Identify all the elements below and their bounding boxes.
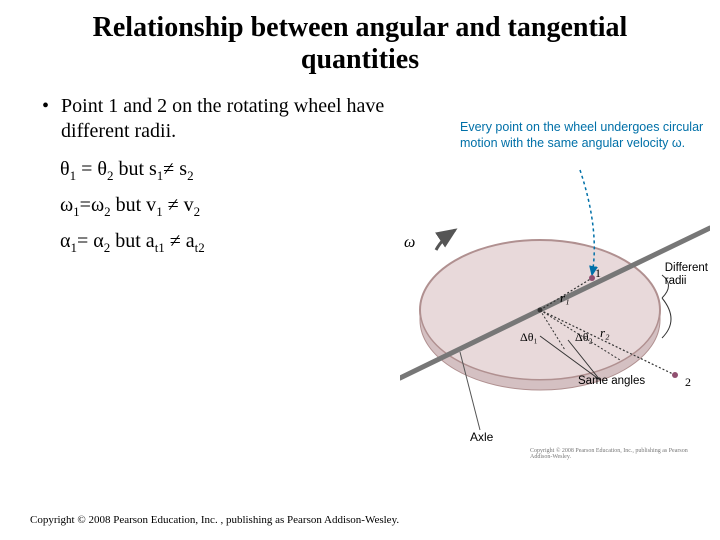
- axle-label: Axle: [470, 430, 493, 444]
- bullet-marker: •: [42, 94, 49, 144]
- eq-part: ≠ v: [163, 194, 194, 216]
- equation-theta: θ1 = θ2 but s1≠ s2: [60, 158, 410, 184]
- page-title: Relationship between angular and tangent…: [0, 0, 720, 76]
- eq-sub: 2: [187, 168, 194, 183]
- r2-label: r₂: [600, 325, 610, 341]
- delta-theta-1-label: Δθ₁: [520, 330, 538, 345]
- eq-sub: t2: [195, 240, 205, 255]
- r1-label: r₁: [560, 290, 570, 306]
- eq-part: ≠ a: [165, 230, 195, 252]
- bullet-text: Point 1 and 2 on the rotating wheel have…: [61, 94, 410, 144]
- eq-part: =ω: [80, 194, 104, 216]
- same-angles-label: Same angles: [578, 375, 645, 387]
- eq-part: = θ: [76, 158, 107, 180]
- eq-sym: α: [60, 230, 70, 252]
- wheel-diagram: Every point on the wheel undergoes circu…: [400, 120, 710, 480]
- eq-part: but s: [113, 158, 156, 180]
- different-radii-label: Different radii: [665, 262, 708, 287]
- figure-copyright: Copyright © 2008 Pearson Education, Inc.…: [530, 448, 710, 460]
- eq-part: = α: [77, 230, 104, 252]
- bullet-item: • Point 1 and 2 on the rotating wheel ha…: [30, 94, 410, 144]
- eq-sub: t1: [155, 240, 165, 255]
- eq-sym: ω: [60, 194, 73, 216]
- delta-theta-2-label: Δθ₂: [575, 330, 593, 345]
- point-1-label: 1: [595, 266, 601, 281]
- eq-part: ≠ s: [163, 158, 187, 180]
- eq-sub: 2: [194, 204, 201, 219]
- equation-omega: ω1=ω2 but v1 ≠ v2: [60, 194, 410, 220]
- wheel-svg: [400, 120, 710, 480]
- eq-sym: θ: [60, 158, 70, 180]
- eq-part: but a: [110, 230, 154, 252]
- eq-part: but v: [111, 194, 157, 216]
- point-2-label: 2: [685, 375, 691, 390]
- text-content: • Point 1 and 2 on the rotating wheel ha…: [0, 76, 410, 256]
- equation-alpha: α1= α2 but at1 ≠ at2: [60, 230, 410, 256]
- page-copyright: Copyright © 2008 Pearson Education, Inc.…: [30, 514, 399, 526]
